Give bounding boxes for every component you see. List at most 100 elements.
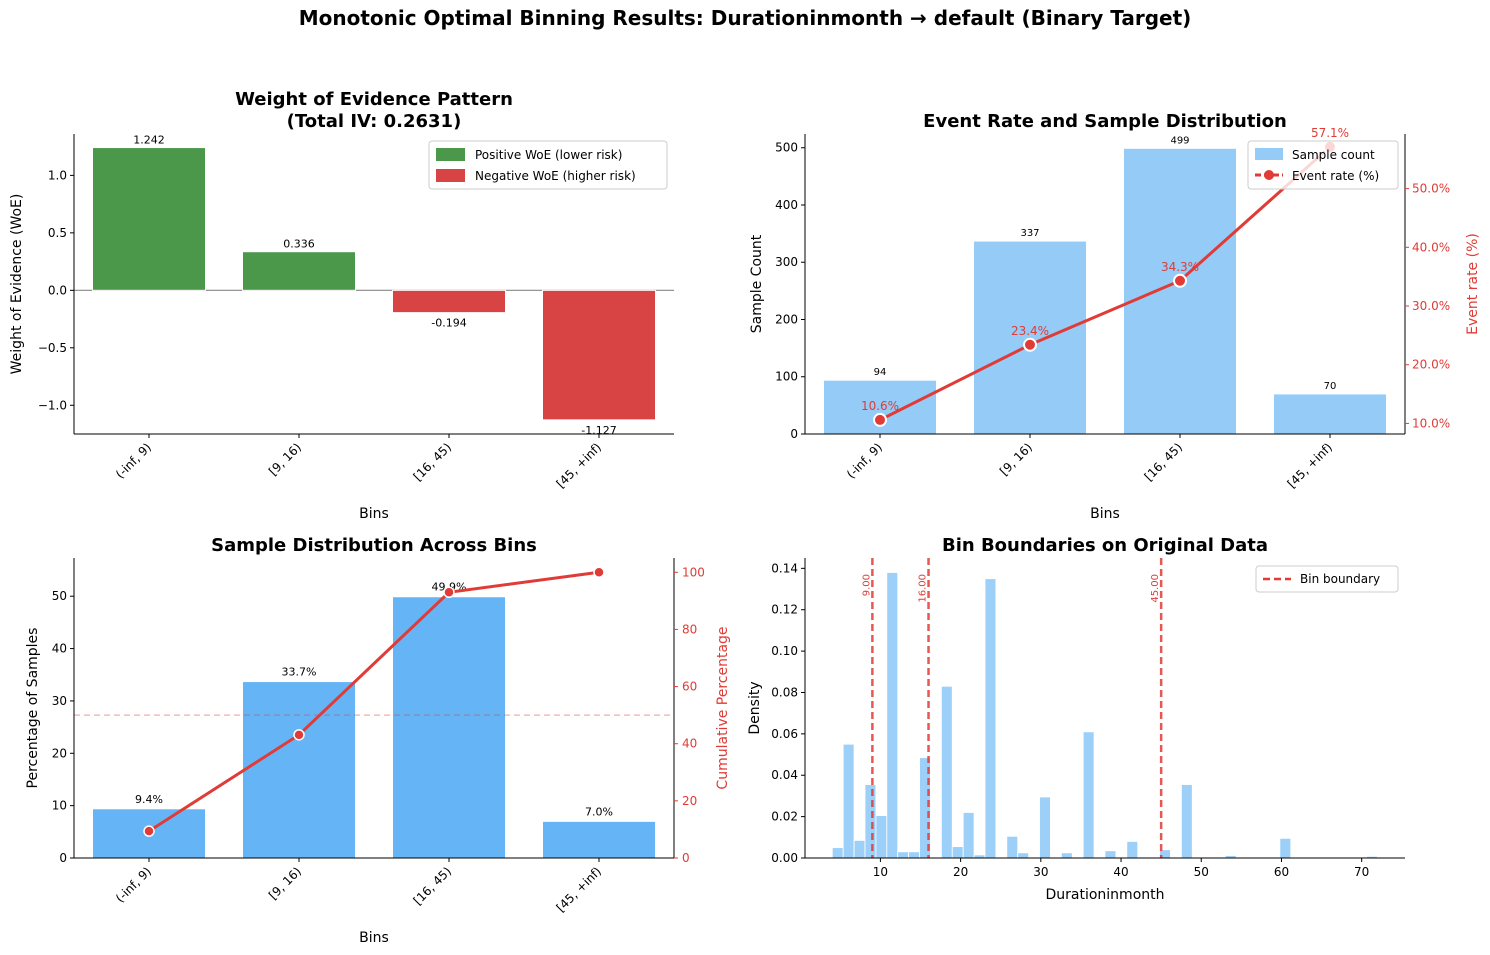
dist-percent-bar [542,820,656,859]
woe-y-tick-label: −0.5 [38,341,67,355]
woe-ylabel: Weight of Evidence (WoE) [9,194,25,375]
event-count-bar [1273,393,1387,435]
event-legend-frame [1247,140,1399,190]
hist-bar [1082,731,1095,859]
dist-cumulative-point [143,825,155,837]
woe-legend-positive-swatch [436,148,465,161]
event-rate-label: 23.4% [1011,324,1049,338]
dist-x-tick-label: [9, 16) [266,864,304,902]
dist-ylabel-right: Cumulative Percentage [715,626,731,789]
event-rate-point [1023,337,1037,352]
woe-y-tick-label: 0.0 [48,283,67,297]
hist-legend: Bin boundary [1255,565,1399,593]
dist-cumulative-point [593,566,605,579]
event-count-label: 70 [1324,381,1337,392]
hist-y-tick-label: 0.06 [771,727,798,741]
woe-y-tick-label: 1.0 [48,168,67,182]
event-count-bar [1123,147,1237,435]
hist-bar [1126,841,1139,859]
event-count-label: 337 [1020,228,1039,239]
event-xlabel: Bins [1090,506,1120,522]
event-count-bar [973,240,1087,435]
event-chart-title: Event Rate and Sample Distribution [923,111,1287,132]
hist-legend-frame [1255,565,1399,593]
dist-percent-bar [242,681,356,859]
event-rate-line [879,145,1331,422]
dist-y-tick-label: 10 [52,799,67,813]
event-y-tick-label-right: 40.0% [1412,240,1450,254]
woe-x-tick-label: [16, 45) [411,440,455,484]
woe-chart-subtitle: (Total IV: 0.2631) [287,111,462,132]
dist-cumulative-line [148,570,600,833]
dist-x-tick-label: [45, +inf) [554,864,605,915]
woe-legend-positive-label: Positive WoE (lower risk) [475,148,622,162]
dist-cumulative-point [293,729,305,741]
hist-y-tick-label: 0.10 [771,644,798,658]
event-y-tick-label: 500 [775,141,798,155]
dist-percent-label: 33.7% [282,666,317,679]
hist-chart-title: Bin Boundaries on Original Data [942,535,1268,556]
woe-xlabel: Bins [359,506,389,522]
dist-y-tick-label-right: 80 [682,622,697,636]
woe-x-tick-label: [9, 16) [266,440,304,478]
woe-chart: Weight of Evidence Pattern (Total IV: 0.… [9,89,674,522]
hist-x-tick-label: 20 [953,865,968,879]
dist-y-tick-label: 30 [52,694,67,708]
event-x-tick-label: [9, 16) [997,440,1035,478]
event-ylabel: Sample Count [749,234,765,333]
event-x-tick-label: [16, 45) [1142,440,1186,484]
woe-bar [392,289,506,314]
event-legend-rate-label: Event rate (%) [1292,169,1379,183]
event-rate-label: 57.1% [1311,126,1349,140]
dist-ylabel: Percentage of Samples [25,628,41,789]
event-rate-label: 10.6% [861,399,899,413]
woe-chart-title: Weight of Evidence Pattern [235,89,513,110]
event-legend-count-label: Sample count [1292,148,1375,162]
event-y-tick-label-right: 10.0% [1412,416,1450,430]
event-count-label: 499 [1170,135,1189,146]
woe-value-label: -0.194 [431,317,466,330]
event-legend-count-swatch [1255,148,1283,160]
event-rate-label: 34.3% [1161,260,1199,274]
event-y-tick-label-right: 20.0% [1412,358,1450,372]
hist-bar [1279,837,1292,859]
dist-y-tick-label: 50 [52,589,67,603]
hist-bar [984,578,997,859]
event-y-tick-label: 200 [775,312,798,326]
event-rate-point [873,412,887,427]
hist-x-tick-label: 50 [1194,865,1209,879]
histogram-chart: Bin Boundaries on Original Data Duration… [747,535,1405,903]
woe-x-tick-label: (-inf, 9) [113,440,154,481]
woe-bar [92,147,206,291]
event-y-tick-label: 100 [775,370,798,384]
hist-bar [831,847,844,859]
distribution-chart: Sample Distribution Across Bins Bins Per… [25,535,731,946]
dist-y-tick-label-right: 60 [682,680,697,694]
hist-ylabel: Density [747,681,763,734]
event-legend: Sample count Event rate (%) [1247,140,1399,190]
dist-chart-title: Sample Distribution Across Bins [211,535,537,556]
woe-bar [242,251,356,291]
dist-y-tick-label-right: 20 [682,794,697,808]
woe-bar [542,289,656,421]
hist-bar [962,812,975,859]
event-y-tick-label: 400 [775,198,798,212]
dist-y-tick-label: 0 [59,851,67,865]
woe-value-label: 1.242 [133,134,165,147]
dist-xlabel: Bins [359,930,389,946]
hist-y-tick-label: 0.08 [771,685,798,699]
hist-y-tick-label: 0.04 [771,768,798,782]
hist-xlabel: Durationinmonth [1045,887,1164,903]
event-count-label: 94 [874,367,887,378]
hist-boundary-label: 16.00 [918,574,929,603]
hist-y-tick-label: 0.14 [771,561,798,575]
hist-bar [886,572,899,859]
event-y-tick-label-right: 50.0% [1412,182,1450,196]
event-y-tick-label: 0 [790,427,798,441]
hist-y-tick-label: 0.02 [771,810,798,824]
event-y-tick-label: 300 [775,255,798,269]
event-rate-point [1173,273,1187,288]
dist-y-tick-label: 20 [52,746,67,760]
woe-legend-negative-swatch [436,169,465,182]
